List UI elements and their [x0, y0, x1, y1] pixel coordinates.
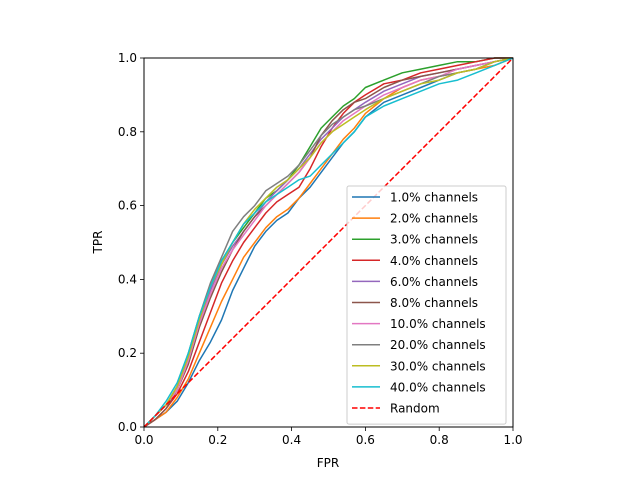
y-tick-label: 0.6: [118, 199, 137, 213]
series-line-9: [143, 57, 514, 428]
legend-label: 30.0% channels: [390, 359, 486, 373]
y-tick-label: 0.8: [118, 125, 137, 139]
y-axis-label: TPR: [91, 231, 105, 255]
legend-label: 40.0% channels: [390, 380, 486, 394]
legend-label: 2.0% channels: [390, 212, 478, 226]
legend-label: 10.0% channels: [390, 317, 486, 331]
x-tick-label: 0.2: [208, 433, 227, 447]
plot-frame: [143, 57, 514, 428]
x-tick-label: 0.0: [134, 433, 153, 447]
x-tick-label: 1.0: [503, 433, 522, 447]
legend: 1.0% channels 2.0% channels 3.0% channels 4…: [346, 185, 507, 425]
series-line-8: [143, 57, 514, 428]
x-tick-label: 0.4: [282, 433, 301, 447]
y-ticks: 0.0 0.2 0.4 0.6 0.8 1.0: [118, 51, 144, 434]
legend-label: 20.0% channels: [390, 338, 486, 352]
legend-label: 4.0% channels: [390, 254, 478, 268]
y-tick-label: 0.4: [118, 272, 137, 286]
legend-box: [346, 185, 507, 425]
x-axis-label: FPR: [317, 456, 339, 470]
legend-label: 8.0% channels: [390, 296, 478, 310]
series-line-6: [143, 57, 514, 428]
x-tick-label: 0.6: [356, 433, 375, 447]
legend-label: Random: [390, 402, 440, 416]
y-tick-label: 0.0: [118, 420, 137, 434]
legend-label: 6.0% channels: [390, 275, 478, 289]
y-tick-label: 1.0: [118, 51, 137, 65]
legend-label: 3.0% channels: [390, 233, 478, 247]
y-tick-label: 0.2: [118, 346, 137, 360]
series-line-3: [143, 57, 513, 428]
x-ticks: 0.0 0.2 0.4 0.6 0.8 1.0: [134, 427, 523, 447]
series-line-10: [143, 57, 514, 428]
legend-label: 1.0% channels: [390, 191, 478, 205]
x-tick-label: 0.8: [430, 433, 449, 447]
series-layer: [143, 57, 514, 428]
